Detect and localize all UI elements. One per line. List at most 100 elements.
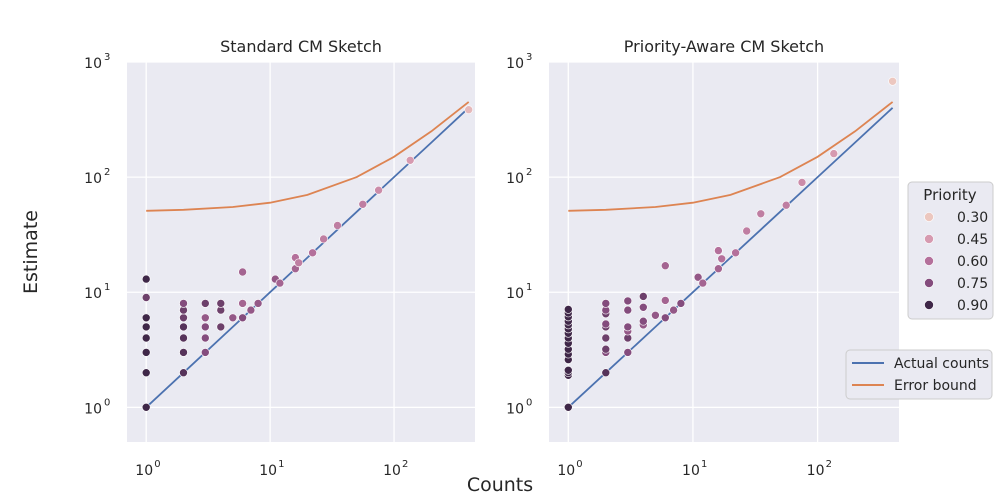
series-lines [567,101,894,408]
scatter-point [228,313,238,323]
scatter-point [660,261,670,271]
scatter-point [601,344,611,354]
x-tick-exponent: 1 [701,459,707,470]
scatter-point [623,322,633,332]
scatter-point [179,333,188,343]
scatter-point [141,274,151,284]
panel-title: Priority-Aware CM Sketch [624,37,824,56]
y-tick-label: 10 [84,56,102,72]
scatter-point [141,313,151,323]
scatter-point [888,77,897,86]
y-tick-label: 10 [84,171,102,187]
scatter-point [275,278,285,288]
legend-swatch [924,278,934,288]
scatter-point [660,296,670,305]
panel-title: Standard CM Sketch [220,37,382,56]
scatter-point [141,368,151,378]
scatter-point [238,267,247,277]
scatter-point [179,322,188,332]
scatter-point [141,348,151,357]
legend-swatch [924,300,934,310]
scatter-point [179,313,188,323]
legend-label: 0.90 [957,298,988,314]
scatter-point [676,299,686,308]
scatter-point [216,299,226,308]
scatter-point [623,296,633,306]
y-tick-exponent: 3 [104,52,110,63]
scatter-point [742,226,752,236]
scatter-point [693,272,703,282]
legend-label: 0.45 [957,232,988,248]
scatter-point [829,149,839,158]
scatter-point [141,293,151,302]
x-tick-exponent: 2 [826,459,832,470]
x-tick-label: 10 [259,463,277,479]
scatter-point [405,156,415,165]
y-tick-label: 10 [506,171,524,187]
x-tick-exponent: 1 [278,459,284,470]
y-tick-exponent: 0 [526,397,532,408]
scatter-point [201,348,210,357]
scatter-point [246,305,256,315]
y-tick-label: 10 [506,401,524,417]
scatter-point [308,248,317,258]
error-bound-line [146,101,470,212]
y-tick-exponent: 1 [526,282,532,293]
scatter-point [601,319,611,329]
legend-priority: Priority 0.30 0.45 0.60 0.75 0.90 [907,181,994,320]
scatter-point [179,348,188,357]
scatter-point [141,333,151,343]
y-axis-label: Estimate [20,210,42,294]
actual-counts-line [567,107,894,408]
x-tick-exponent: 0 [576,459,582,470]
scatter-point [601,368,611,378]
legend-swatch [924,256,934,266]
scatter-point [253,299,263,308]
x-tick-label: 10 [135,463,153,479]
scatter-point [623,348,633,357]
scatter-point [201,322,210,332]
y-tick-label: 10 [506,286,524,302]
grid [127,61,475,442]
scatter-point [141,402,151,412]
plot-area [549,62,899,442]
x-tick-label: 10 [557,463,575,479]
scatter-point [698,278,708,288]
legend-label: 0.60 [957,254,988,270]
scatter-point [601,333,611,343]
scatter-point [638,316,648,326]
scatter-point [563,402,573,412]
x-axis-label: Counts [467,474,533,496]
actual-counts-line [145,107,470,408]
legend-swatch [924,212,934,222]
panel-standard-cm-sketch: 10 0 10 1 10 210 010 110 210 3 Standard CM Sketch [84,37,475,479]
y-tick-label: 10 [506,56,524,72]
scatter-point [638,292,648,301]
scatter-point [464,105,474,114]
scatter-point [179,299,188,308]
scatter-point [563,365,573,375]
x-tick-label: 10 [807,463,825,479]
scatter-point [201,313,210,323]
legend-label: 0.30 [957,210,988,226]
scatter-point [319,234,328,244]
scatter-point [374,185,383,195]
scatter-point [638,302,648,312]
scatter-point [294,258,304,268]
scatter-point [358,200,368,209]
y-tick-exponent: 0 [104,397,110,408]
scatter-point [797,178,807,187]
panel-priority-aware-cm-sketch: 10 0 10 1 10 210 010 110 210 3 Priority-Aware CM … [506,37,899,479]
y-tick-label: 10 [84,401,102,417]
scatter-point [714,246,723,255]
scatter-point [714,264,723,274]
scatter-point [623,305,633,315]
scatter-point [731,248,740,258]
y-tick-exponent: 2 [104,167,110,178]
y-tick-exponent: 2 [526,167,532,178]
scatter-point [201,299,210,308]
scatter-point [333,221,342,230]
legend-lines: Actual counts Error bound [845,349,993,400]
grid [549,61,899,442]
